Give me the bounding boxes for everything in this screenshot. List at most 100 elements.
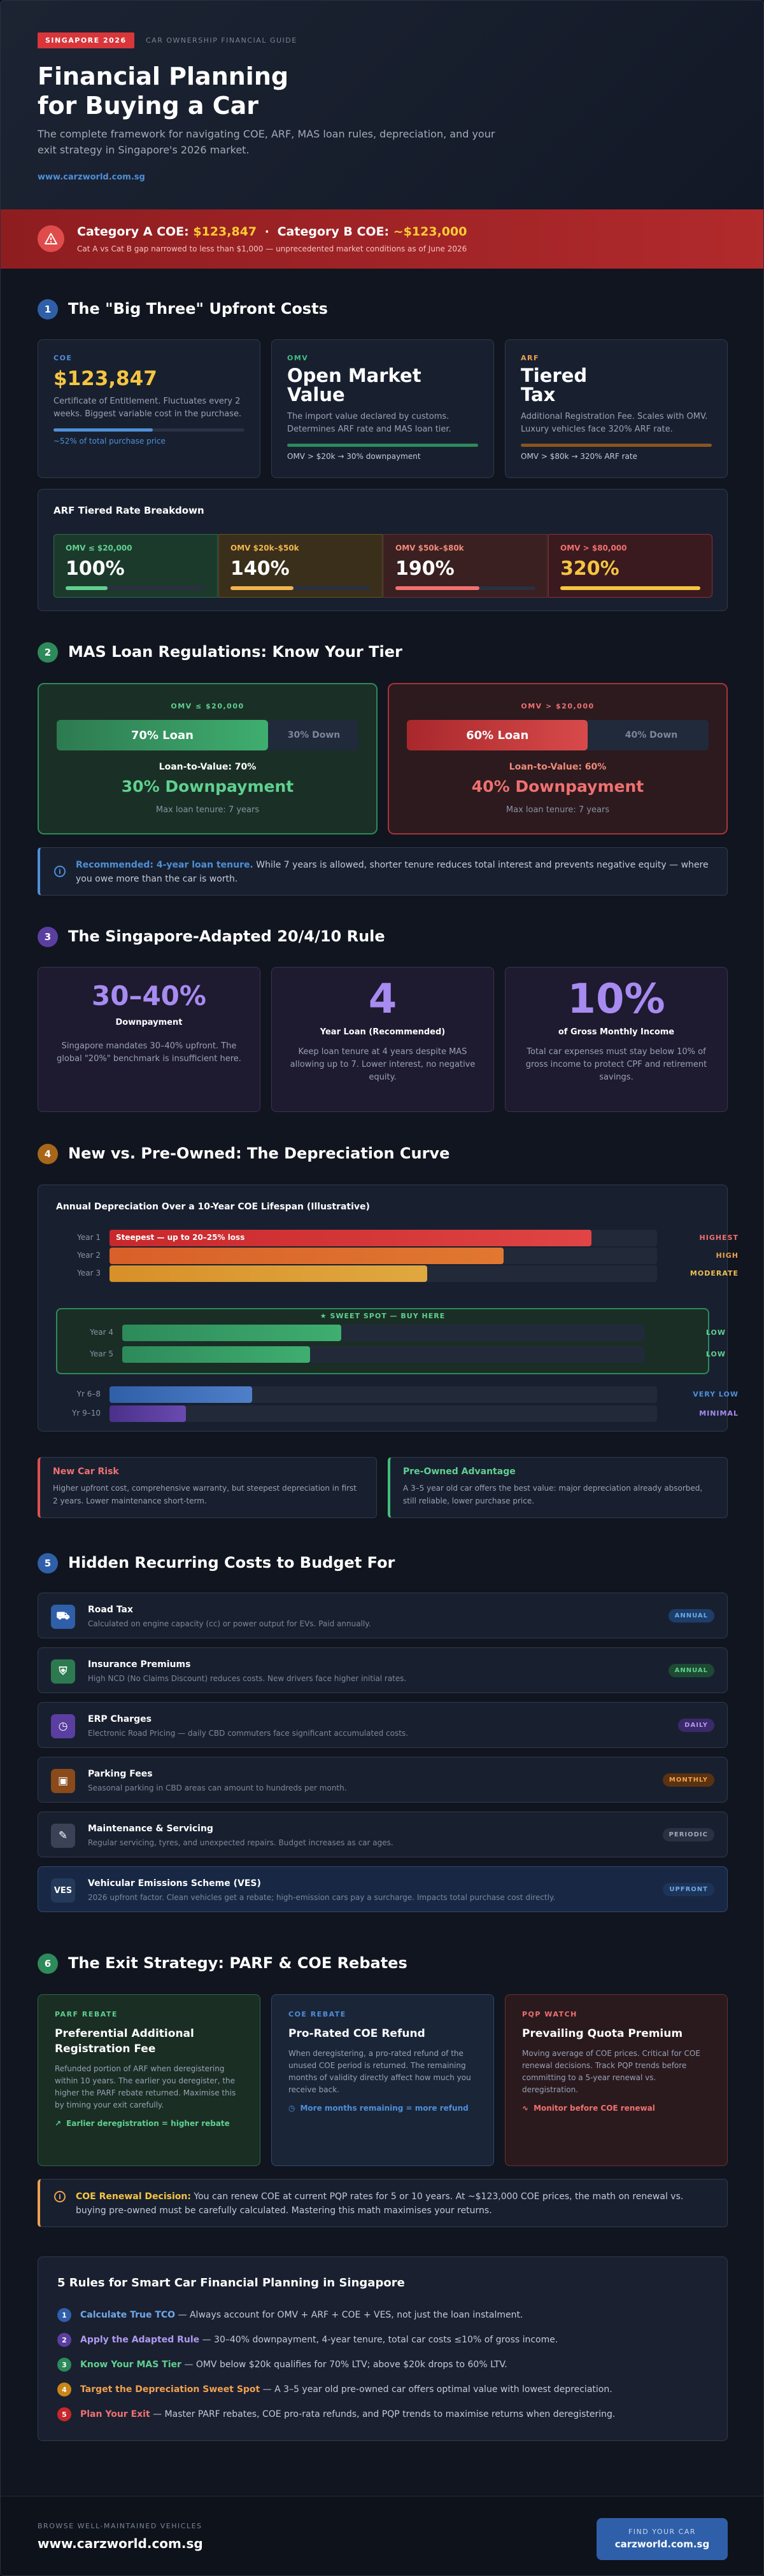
cost-title: Road Tax bbox=[88, 1605, 133, 1615]
loan-tier-low-omv: OMV ≤ $20,000 70% Loan 30% Down Loan-to-… bbox=[38, 683, 378, 834]
omv-desc: The import value declared by customs. De… bbox=[287, 412, 451, 434]
coe-rebate-title: Pro-Rated COE Refund bbox=[288, 2027, 425, 2040]
cost-desc: Regular servicing, tyres, and unexpected… bbox=[88, 1838, 393, 1847]
rule-loan-sub: Year Loan (Recommended) bbox=[320, 1027, 446, 1037]
omv-divider bbox=[287, 444, 478, 447]
parf-foot-text: Earlier deregistration = higher rebate bbox=[66, 2119, 230, 2128]
section-4-number: 4 bbox=[38, 1144, 58, 1164]
arf-tier-1-label: OMV ≤ $20,000 bbox=[66, 544, 132, 553]
coe-renewal-note: i COE Renewal Decision: You can renew CO… bbox=[38, 2179, 728, 2227]
arf-tier-3-label: OMV $50k–$80k bbox=[395, 544, 464, 553]
pre-owned-title: Pre-Owned Advantage bbox=[403, 1467, 516, 1477]
depreciation-year-label: Year 4 bbox=[90, 1328, 113, 1337]
rule-body: — A 3–5 year old pre-owned car offers op… bbox=[260, 2384, 612, 2395]
frequency-badge: ANNUAL bbox=[668, 1609, 714, 1622]
cost-item: ⛟ Road Tax Calculated on engine capacity (… bbox=[38, 1593, 728, 1638]
depreciation-level-tag: LOW bbox=[705, 1328, 726, 1337]
depreciation-chart-title: Annual Depreciation Over a 10-Year COE L… bbox=[56, 1202, 370, 1212]
trend-icon: ∿ bbox=[522, 2104, 529, 2113]
omv-title-2: Value bbox=[287, 384, 345, 405]
new-car-risk-card: New Car Risk Higher upfront cost, compre… bbox=[38, 1457, 377, 1518]
hero-subtitle: The complete framework for navigating CO… bbox=[38, 128, 495, 156]
down-high-bar: 40% Down bbox=[625, 730, 678, 740]
arf-title-2: Tax bbox=[521, 384, 556, 405]
rule-body: — OMV below $20k qualifies for 70% LTV; … bbox=[181, 2360, 507, 2370]
arf-tier-2-bar bbox=[230, 586, 371, 590]
rule-text: Apply the Adapted Rule — 30–40% downpaym… bbox=[80, 2335, 558, 2345]
clock-icon: ◷ bbox=[288, 2104, 295, 2113]
depreciation-row: Year 3 MODERATE bbox=[57, 1265, 739, 1282]
depreciation-track bbox=[122, 1346, 644, 1363]
find-your-car-button[interactable]: FIND YOUR CAR carzworld.com.sg bbox=[597, 2518, 728, 2560]
section-1-number: 1 bbox=[38, 299, 58, 320]
pqp-title: Prevailing Quota Premium bbox=[522, 2027, 683, 2040]
omv-foot: OMV > $20k → 30% downpayment bbox=[287, 452, 421, 461]
shield-icon: ⛨ bbox=[51, 1659, 75, 1684]
rule-body: — 30–40% downpayment, 4-year tenure, tot… bbox=[199, 2335, 558, 2345]
depreciation-bar bbox=[110, 1248, 504, 1264]
section-5-number: 5 bbox=[38, 1553, 58, 1573]
rule-number: 1 bbox=[57, 2308, 71, 2322]
arf-desc: Additional Registration Fee. Scales with… bbox=[521, 412, 708, 434]
depreciation-bar: Steepest — up to 20–25% loss bbox=[110, 1230, 591, 1246]
info-icon: i bbox=[54, 2191, 66, 2202]
cost-desc: 2026 upfront factor. Clean vehicles get … bbox=[88, 1893, 556, 1902]
arf-tier-1-value: 100% bbox=[66, 558, 125, 580]
pre-owned-desc: A 3–5 year old car offers the best value… bbox=[403, 1484, 703, 1505]
depreciation-track bbox=[110, 1386, 657, 1403]
rule-loan-desc: Keep loan tenure at 4 years despite MAS … bbox=[290, 1047, 476, 1082]
hero-site-link[interactable]: www.carzworld.com.sg bbox=[38, 172, 145, 182]
rule-number: 3 bbox=[57, 2358, 71, 2372]
arf-title-1: Tiered bbox=[521, 365, 588, 386]
pre-owned-advantage-card: Pre-Owned Advantage A 3–5 year old car o… bbox=[388, 1457, 728, 1518]
page-title: Financial Planning for Buying a Car bbox=[38, 62, 420, 120]
coe-rebate-foot-text: More months remaining = more refund bbox=[300, 2104, 469, 2113]
frequency-badge: PERIODIC bbox=[662, 1828, 714, 1841]
omv-card: OMV Open Market Value The import value de… bbox=[271, 339, 494, 478]
cat-a-value: $123,847 bbox=[193, 225, 257, 239]
loan-low-label: OMV ≤ $20,000 bbox=[171, 702, 244, 710]
parf-title: Preferential Additional Registration Fee bbox=[55, 2027, 194, 2055]
footer-site[interactable]: www.carzworld.com.sg bbox=[38, 2536, 203, 2551]
pqp-desc: Moving average of COE prices. Critical f… bbox=[522, 2049, 700, 2094]
depreciation-year-label: Yr 6–8 bbox=[76, 1390, 101, 1398]
pqp-foot: ∿ Monitor before COE renewal bbox=[522, 2104, 711, 2113]
depreciation-year-label: Yr 9–10 bbox=[72, 1409, 101, 1418]
cost-item: ✎ Maintenance & Servicing Regular servicin… bbox=[38, 1812, 728, 1857]
rule-text: Know Your MAS Tier — OMV below $20k qual… bbox=[80, 2360, 507, 2370]
depreciation-bar bbox=[110, 1265, 427, 1282]
rule-income-desc: Total car expenses must stay below 10% o… bbox=[525, 1047, 707, 1082]
arf-tier-3-value: 190% bbox=[395, 558, 455, 580]
cost-desc: Seasonal parking in CBD areas can amount… bbox=[88, 1784, 347, 1792]
coe-share-bar bbox=[53, 428, 244, 432]
cost-desc: Electronic Road Pricing — daily CBD comm… bbox=[88, 1729, 408, 1738]
arf-tier-2: OMV $20k–$50k 140% bbox=[218, 534, 383, 598]
depreciation-year-label: Year 2 bbox=[77, 1251, 101, 1260]
cost-icon-glyph: VES bbox=[53, 1885, 73, 1896]
arf-tier-2-label: OMV $20k–$50k bbox=[230, 544, 299, 553]
arf-tier-4: OMV > $80,000 320% bbox=[548, 534, 712, 598]
depreciation-row: Year 5 LOW bbox=[70, 1346, 726, 1363]
depreciation-bar bbox=[122, 1346, 311, 1363]
loan-note-body: While 7 years is allowed, shorter tenure… bbox=[76, 860, 709, 884]
find-car-label: FIND YOUR CAR bbox=[628, 2528, 697, 2536]
truck-icon: ⛟ bbox=[51, 1605, 75, 1629]
rule-bold: Calculate True TCO bbox=[80, 2310, 176, 2320]
omv-title-1: Open Market bbox=[287, 365, 421, 386]
coe-renewal-body: You can renew COE at current PQP rates f… bbox=[76, 2192, 684, 2216]
rule-card-downpayment: 30–40% Downpayment Singapore mandates 30… bbox=[38, 967, 260, 1112]
rule-bold: Target the Depreciation Sweet Spot bbox=[80, 2384, 260, 2395]
section-6-title: The Exit Strategy: PARF & COE Rebates bbox=[68, 1954, 407, 1972]
loan-low-bar: 70% Loan bbox=[57, 720, 268, 750]
cost-title: Parking Fees bbox=[88, 1769, 153, 1779]
loan-tier-high-omv: OMV > $20,000 60% Loan 40% Down Loan-to-… bbox=[388, 683, 728, 834]
frequency-badge: UPFRONT bbox=[663, 1883, 714, 1896]
pqp-label: PQP WATCH bbox=[522, 2010, 577, 2018]
parf-label: PARF REBATE bbox=[55, 2010, 118, 2018]
depreciation-level-tag: VERY LOW bbox=[693, 1390, 739, 1398]
cost-icon-glyph: ⛨ bbox=[59, 1665, 67, 1678]
arf-breakdown-panel: ARF Tiered Rate Breakdown OMV ≤ $20,000 … bbox=[38, 489, 728, 611]
depreciation-row: Yr 6–8 VERY LOW bbox=[57, 1386, 739, 1403]
cat-b-value: ~$123,000 bbox=[393, 225, 467, 239]
depreciation-level-tag: HIGHEST bbox=[699, 1234, 739, 1242]
